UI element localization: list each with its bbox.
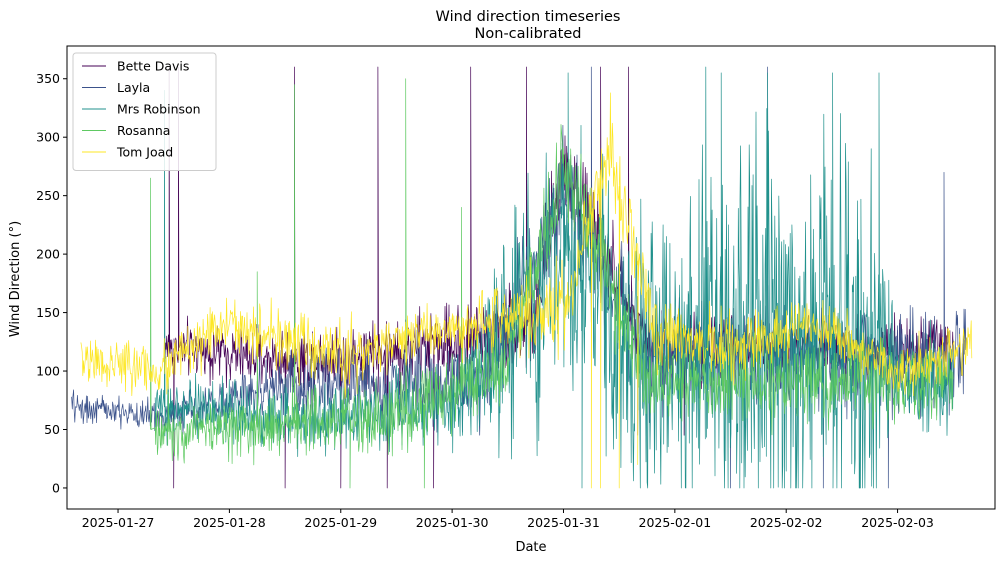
- x-tick-label: 2025-01-27: [82, 515, 155, 530]
- y-tick-label: 350: [36, 71, 60, 86]
- x-axis: 2025-01-27 2025-01-28 2025-01-29 2025-01-30…: [82, 509, 934, 530]
- legend: Bette Davis Layla Mrs Robinson Rosanna Tom J…: [72, 52, 217, 171]
- chart-title: Wind direction timeseries: [436, 9, 621, 25]
- series-line-rosanna: [150, 78, 954, 489]
- legend-label: Rosanna: [117, 123, 170, 138]
- series-layer: [71, 66, 973, 489]
- y-tick-label: 100: [36, 364, 60, 379]
- x-tick-label: 2025-01-31: [527, 515, 600, 530]
- chart-subtitle: Non-calibrated: [475, 26, 582, 42]
- y-axis-label: Wind Direction (°): [8, 221, 23, 337]
- x-tick-label: 2025-02-02: [750, 515, 823, 530]
- y-tick-label: 200: [36, 247, 60, 262]
- series-line-tom-joad: [80, 92, 973, 489]
- legend-box: [72, 52, 217, 171]
- plot-frame: [66, 45, 996, 510]
- x-tick-label: 2025-01-30: [416, 515, 489, 530]
- y-tick-label: 150: [36, 305, 60, 320]
- y-tick-label: 250: [36, 188, 60, 203]
- y-axis: 0 50 100 150 200 250 300 350: [36, 71, 67, 495]
- y-tick-label: 0: [52, 480, 60, 495]
- y-tick-label: 50: [44, 422, 60, 437]
- legend-label: Mrs Robinson: [117, 102, 201, 117]
- legend-label: Tom Joad: [116, 145, 173, 160]
- x-tick-label: 2025-01-28: [193, 515, 266, 530]
- x-tick-label: 2025-01-29: [304, 515, 377, 530]
- y-tick-label: 300: [36, 130, 60, 145]
- x-tick-label: 2025-02-01: [639, 515, 712, 530]
- legend-label: Bette Davis: [117, 59, 189, 74]
- x-tick-label: 2025-02-03: [861, 515, 934, 530]
- legend-label: Layla: [117, 80, 150, 95]
- x-axis-label: Date: [515, 540, 546, 555]
